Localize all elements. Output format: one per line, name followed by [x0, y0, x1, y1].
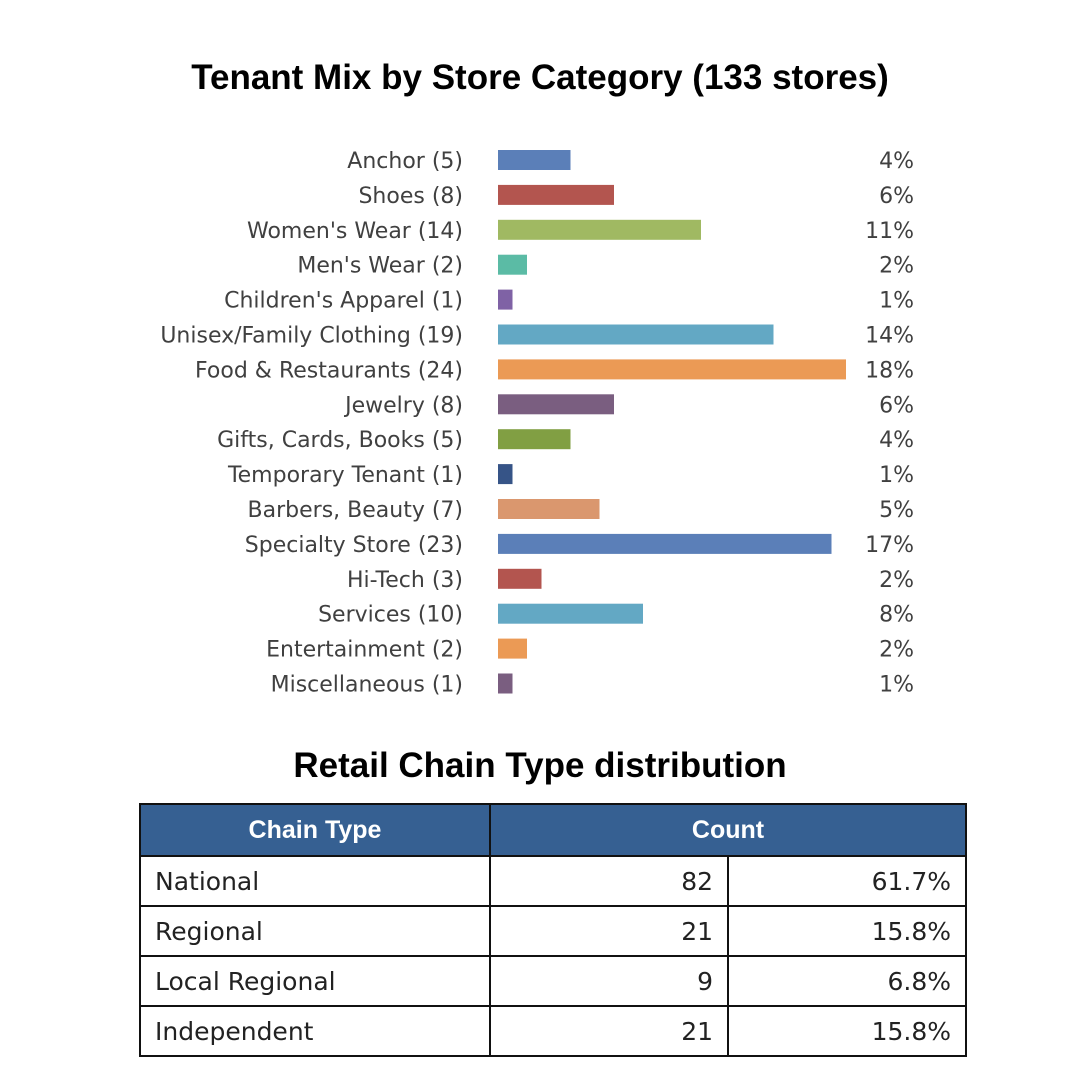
percent-label: 17%	[865, 533, 914, 558]
percent-cell: 15.8%	[727, 905, 967, 957]
chain-type-cell: Regional	[139, 905, 491, 957]
percent-cell: 61.7%	[727, 855, 967, 907]
percent-label: 11%	[865, 219, 914, 244]
bar	[498, 533, 832, 554]
table-row: National 82 61.7%	[139, 855, 967, 907]
category-label: Specialty Store (23)	[245, 533, 463, 558]
percent-label: 18%	[865, 358, 914, 383]
chain-type-cell: Local Regional	[139, 955, 491, 1007]
category-label: Women's Wear (14)	[247, 219, 463, 244]
percent-label: 2%	[879, 638, 914, 663]
category-label: Men's Wear (2)	[297, 254, 463, 279]
bar	[498, 394, 614, 415]
count-cell: 82	[489, 855, 729, 907]
bar	[498, 289, 513, 310]
percent-label: 2%	[879, 568, 914, 593]
percent-label: 2%	[879, 254, 914, 279]
bar	[498, 673, 513, 694]
percent-label: 1%	[879, 673, 914, 698]
bar	[498, 638, 527, 659]
category-label: Temporary Tenant (1)	[227, 463, 463, 488]
header-chain-type: Chain Type	[139, 803, 491, 857]
table-row: Local Regional 9 6.8%	[139, 955, 967, 1007]
percent-label: 5%	[879, 498, 914, 523]
bar	[498, 359, 846, 380]
percent-label: 14%	[865, 324, 914, 349]
percent-label: 1%	[879, 289, 914, 314]
bar	[498, 464, 513, 485]
count-cell: 9	[489, 955, 729, 1007]
bar	[498, 603, 643, 624]
percent-label: 4%	[879, 149, 914, 174]
bar	[498, 568, 542, 589]
bar	[498, 219, 701, 240]
category-label: Miscellaneous (1)	[271, 673, 463, 698]
count-cell: 21	[489, 1005, 729, 1057]
percent-label: 8%	[879, 603, 914, 628]
percent-label: 6%	[879, 393, 914, 418]
category-label: Children's Apparel (1)	[224, 289, 463, 314]
bar	[498, 324, 774, 345]
table-row: Regional 21 15.8%	[139, 905, 967, 957]
chain-type-cell: National	[139, 855, 491, 907]
percent-cell: 6.8%	[727, 955, 967, 1007]
category-label: Shoes (8)	[358, 184, 463, 209]
category-label: Jewelry (8)	[343, 393, 463, 418]
category-label: Barbers, Beauty (7)	[248, 498, 463, 523]
category-label: Anchor (5)	[347, 149, 463, 174]
chain-type-cell: Independent	[139, 1005, 491, 1057]
chart-title: Tenant Mix by Store Category (133 stores…	[191, 58, 889, 97]
chain-type-table: Chain Type Count National 82 61.7% Regiona…	[139, 803, 967, 1057]
bar	[498, 150, 571, 170]
percent-label: 1%	[879, 463, 914, 488]
category-label: Hi-Tech (3)	[347, 568, 463, 593]
bar	[498, 499, 600, 519]
category-label: Food & Restaurants (24)	[195, 358, 463, 383]
percent-label: 4%	[879, 428, 914, 453]
category-label: Entertainment (2)	[266, 638, 463, 663]
percent-cell: 15.8%	[727, 1005, 967, 1057]
category-label: Services (10)	[318, 603, 463, 628]
bar	[498, 254, 527, 275]
header-count: Count	[489, 803, 967, 857]
table-title: Retail Chain Type distribution	[293, 746, 787, 785]
bar	[498, 429, 571, 450]
count-cell: 21	[489, 905, 729, 957]
table-row: Independent 21 15.8%	[139, 1005, 967, 1057]
category-label: Gifts, Cards, Books (5)	[217, 428, 463, 453]
table-header-row: Chain Type Count	[139, 803, 967, 857]
percent-label: 6%	[879, 184, 914, 209]
category-label: Unisex/Family Clothing (19)	[160, 324, 463, 349]
bar	[498, 184, 614, 205]
bar-chart: Anchor (5) 4% Shoes (8) 6% Women's Wear (14)…	[160, 149, 914, 698]
